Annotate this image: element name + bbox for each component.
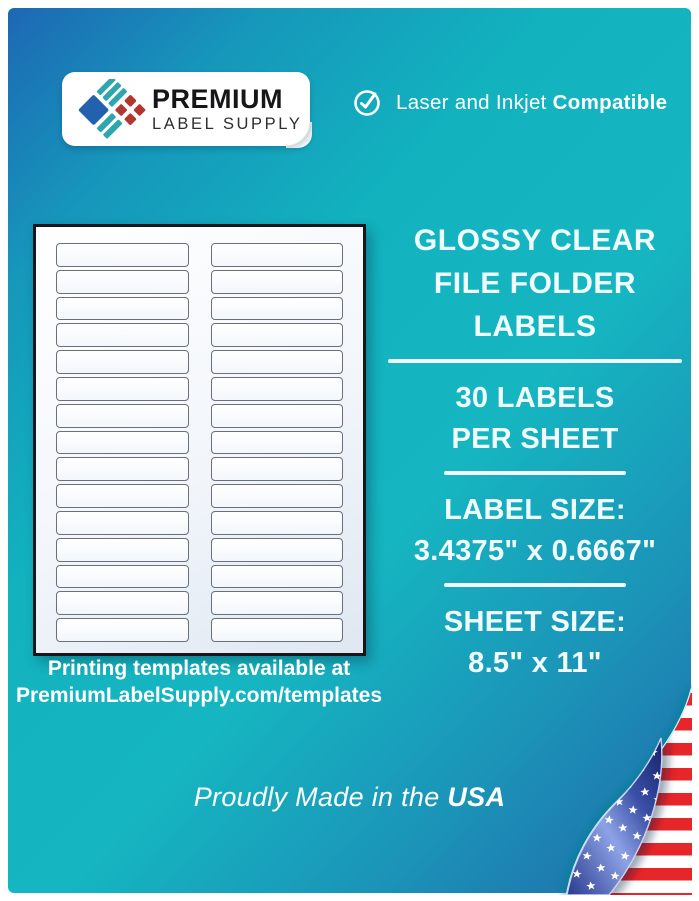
brand-name-line2: LABEL SUPPLY bbox=[152, 114, 303, 133]
labels-count-line1: 30 LABELS bbox=[455, 382, 615, 414]
label-cell bbox=[210, 376, 343, 401]
label-cell bbox=[56, 430, 189, 455]
compatibility-text-regular: Laser and Inkjet bbox=[396, 90, 553, 114]
info-panel: GLOSSY CLEAR FILE FOLDER LABELS 30 LABEL… bbox=[381, 219, 689, 684]
label-cell bbox=[210, 243, 343, 267]
compatibility-text-bold: Compatible bbox=[552, 90, 668, 114]
label-cell bbox=[210, 403, 343, 428]
label-cell bbox=[210, 323, 343, 348]
label-cell bbox=[56, 323, 189, 348]
label-cell bbox=[56, 243, 189, 267]
labels-count-line2: PER SHEET bbox=[451, 423, 619, 455]
brand-logo-card: PREMIUM LABEL SUPPLY bbox=[62, 72, 312, 148]
label-size-value: 3.4375" x 0.6667" bbox=[413, 535, 657, 567]
label-cell bbox=[210, 269, 343, 294]
label-cell bbox=[56, 350, 189, 374]
product-title-line3: LABELS bbox=[473, 310, 597, 343]
made-in-regular: Proudly Made in the bbox=[193, 782, 448, 812]
label-cell bbox=[210, 591, 343, 616]
divider bbox=[388, 359, 682, 363]
label-cell bbox=[56, 564, 189, 589]
label-cell bbox=[210, 537, 343, 562]
templates-caption: Printing templates available at PremiumL… bbox=[8, 655, 390, 709]
premium-label-supply-logo-icon bbox=[78, 79, 146, 139]
label-column bbox=[56, 243, 189, 642]
label-cell bbox=[210, 457, 343, 482]
made-in-usa-text: Proudly Made in the USA bbox=[0, 782, 699, 813]
label-cell bbox=[210, 484, 343, 508]
label-cell bbox=[56, 591, 189, 616]
label-cell bbox=[56, 510, 189, 535]
brand-text: PREMIUM LABEL SUPPLY bbox=[152, 83, 303, 133]
templates-caption-line2: PremiumLabelSupply.com/templates bbox=[15, 684, 383, 707]
label-cell bbox=[56, 269, 189, 294]
label-cell bbox=[56, 484, 189, 508]
label-cell bbox=[210, 510, 343, 535]
divider bbox=[444, 471, 626, 475]
label-column bbox=[210, 243, 343, 642]
label-cell bbox=[56, 376, 189, 401]
check-circle-icon bbox=[354, 90, 380, 116]
made-in-bold: USA bbox=[447, 782, 506, 812]
label-cell bbox=[56, 457, 189, 482]
label-cell bbox=[56, 537, 189, 562]
templates-caption-line1: Printing templates available at bbox=[47, 657, 351, 680]
label-cell bbox=[210, 618, 343, 642]
product-title-line2: FILE FOLDER bbox=[433, 267, 637, 300]
label-size-heading: LABEL SIZE: bbox=[444, 494, 626, 526]
product-title-line1: GLOSSY CLEAR bbox=[413, 224, 657, 257]
divider bbox=[444, 583, 626, 587]
sheet-size-value: 8.5" x 11" bbox=[468, 647, 602, 679]
sheet-size-heading: SHEET SIZE: bbox=[443, 606, 627, 638]
brand-name-line1: PREMIUM bbox=[152, 83, 283, 114]
compatibility-row: Laser and Inkjet Compatible bbox=[352, 87, 667, 118]
label-cell bbox=[210, 564, 343, 589]
us-flag-page-curl-icon bbox=[560, 686, 692, 895]
label-cell bbox=[210, 296, 343, 321]
label-cell bbox=[56, 296, 189, 321]
label-cell bbox=[210, 430, 343, 455]
label-sheet-preview bbox=[33, 224, 366, 656]
label-cell bbox=[56, 403, 189, 428]
compatibility-text: Laser and Inkjet Compatible bbox=[396, 91, 667, 115]
label-cell bbox=[210, 350, 343, 374]
label-cell bbox=[56, 618, 189, 642]
